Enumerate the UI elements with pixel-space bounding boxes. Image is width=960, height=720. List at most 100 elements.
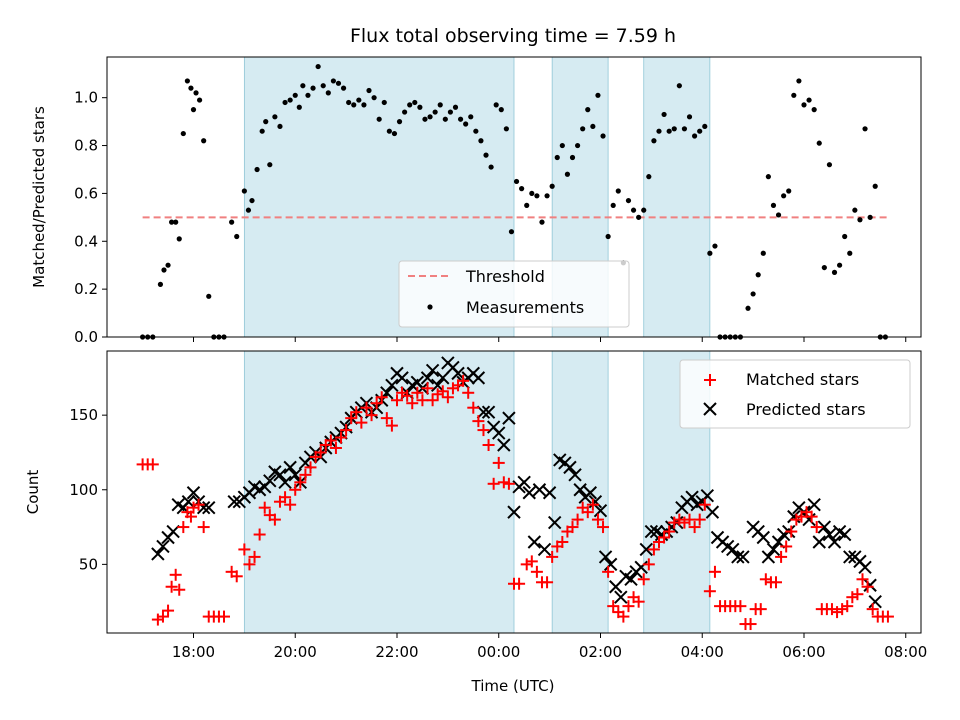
predicted-star-point (731, 550, 745, 564)
measurement-point (310, 85, 316, 91)
predicted-star-point (761, 550, 776, 564)
legend-measurements-swatch (427, 304, 433, 310)
predicted-star-stroke (563, 460, 577, 475)
predicted-star-point (497, 438, 511, 452)
predicted-star-point (476, 405, 491, 419)
matched-star-point (436, 385, 449, 398)
top-plot-frame (106, 56, 922, 338)
matched-star-point (184, 510, 197, 523)
measurement-point (287, 97, 293, 103)
matched-star-point (169, 568, 182, 581)
measurement-point (712, 243, 718, 249)
measurement-point (702, 123, 708, 130)
predicted-star-point (573, 483, 587, 497)
predicted-star-stroke (502, 411, 516, 425)
x-tick-label: 04:00 (681, 643, 724, 661)
matched-star-point (647, 543, 660, 556)
measurement-point (554, 154, 560, 161)
predicted-star-point (395, 371, 409, 385)
matched-star-point (258, 501, 271, 514)
matched-star-point (329, 441, 342, 454)
measurement-point (781, 193, 787, 199)
matched-star-point (472, 415, 485, 428)
predicted-star-point (181, 494, 196, 509)
predicted-star-point (527, 535, 542, 549)
predicted-star-point (603, 557, 618, 572)
predicted-star-stroke (837, 527, 852, 542)
measurement-point (193, 90, 199, 96)
matched-star-point (365, 409, 378, 422)
predicted-star-stroke (278, 475, 292, 490)
x-tick-label: 00:00 (477, 643, 520, 661)
predicted-star-stroke (649, 524, 664, 539)
measurement-point (513, 178, 520, 185)
predicted-star-stroke (492, 426, 506, 440)
measurement-point (686, 114, 693, 120)
matched-star-point (591, 513, 604, 526)
measurement-point (595, 92, 601, 98)
measurement-point (381, 99, 387, 106)
matched-star-point (663, 525, 676, 538)
matched-star-point (497, 476, 510, 489)
predicted-star-stroke (858, 560, 872, 575)
measurement-point (630, 207, 637, 213)
predicted-star-point (517, 475, 531, 490)
predicted-star-stroke (273, 468, 287, 482)
matched-star-point (602, 565, 615, 578)
measurement-point (188, 85, 194, 91)
matched-star-point (566, 521, 579, 534)
predicted-star-stroke (573, 483, 587, 497)
measurement-point (498, 107, 504, 113)
measurement-point (681, 126, 688, 132)
matched-star-point (238, 543, 251, 556)
predicted-star-point (263, 474, 277, 488)
matched-star-point (375, 391, 388, 404)
predicted-star-stroke (542, 486, 557, 500)
bottom-legend: Matched stars Predicted stars (679, 359, 911, 429)
measurement-point (646, 174, 652, 180)
measurement-point (770, 202, 777, 208)
predicted-star-point (492, 426, 506, 440)
predicted-star-stroke (451, 366, 465, 381)
matched-star-point (355, 416, 368, 429)
measurement-point (259, 128, 265, 134)
predicted-star-stroke (553, 453, 567, 467)
y-tick-label: 0.4 (74, 232, 98, 250)
matched-star-point (831, 606, 844, 619)
matched-star-point (411, 386, 424, 399)
predicted-star-stroke (247, 480, 262, 494)
legend-matched-swatch (704, 374, 716, 386)
measurement-point (165, 262, 171, 268)
measurement-point (519, 186, 525, 192)
measurement-point (801, 102, 807, 108)
predicted-star-stroke (822, 527, 837, 542)
predicted-star-point (436, 371, 450, 385)
measurement-point (852, 207, 858, 213)
measurement-point (524, 202, 530, 208)
x-tick-label: 22:00 (375, 643, 418, 661)
matched-star-point (586, 498, 599, 511)
measurement-point (478, 138, 484, 144)
measurement-point (534, 193, 540, 199)
matched-star-point (881, 610, 894, 623)
measurement-point (600, 133, 606, 139)
predicted-star-stroke (726, 542, 740, 557)
measurement-point (857, 217, 863, 223)
measurement-point (412, 99, 418, 106)
predicted-star-stroke (720, 539, 735, 554)
predicted-star-stroke (583, 486, 598, 500)
predicted-star-stroke (202, 500, 216, 515)
measurement-point (376, 116, 382, 122)
measurement-point (590, 123, 596, 130)
measurement-point (234, 233, 240, 240)
measurement-point (330, 78, 336, 84)
measurement-point (366, 87, 372, 94)
matched-star-point (502, 477, 515, 490)
measurement-point (176, 236, 182, 242)
matched-star-point (268, 513, 281, 526)
matched-star-point (780, 540, 793, 553)
measurement-point (173, 219, 179, 225)
y-tick-label: 0.6 (74, 184, 98, 202)
y-tick-label: 0.0 (74, 328, 98, 346)
measurement-point (245, 207, 252, 213)
